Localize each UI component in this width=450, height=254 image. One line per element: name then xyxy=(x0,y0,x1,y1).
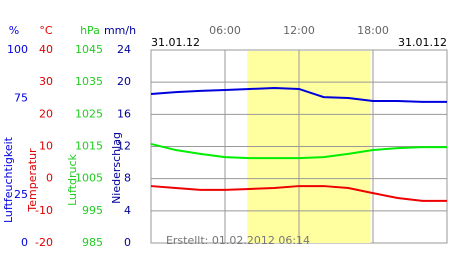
y-tick-label: 0 xyxy=(46,172,53,185)
y-tick-label: 0 xyxy=(124,236,131,249)
y-tick-label: 16 xyxy=(117,107,131,120)
series-line xyxy=(150,87,447,103)
series-line xyxy=(150,142,447,160)
axis-title: Luftdruck xyxy=(66,153,79,205)
axis-unit: mm/h xyxy=(104,24,136,37)
y-tick-label: 1015 xyxy=(75,140,103,153)
y-tick-label: 40 xyxy=(39,43,53,56)
x-tick-label: 06:00 xyxy=(209,24,241,37)
axis-unit: % xyxy=(9,24,19,37)
y-tick-label: 8 xyxy=(124,172,131,185)
y-tick-label: 12 xyxy=(117,140,131,153)
y-tick-label: 1005 xyxy=(75,172,103,185)
y-tick-label: 1035 xyxy=(75,75,103,88)
axis-title: Temperatur xyxy=(26,148,39,213)
y-tick-label: 985 xyxy=(82,236,103,249)
y-tick-label: 995 xyxy=(82,204,103,217)
y-tick-label: 20 xyxy=(39,107,53,120)
y-tick-label: 4 xyxy=(124,204,131,217)
y-tick-label: 1025 xyxy=(75,107,103,120)
axis-title: Niederschlag xyxy=(110,132,123,204)
y-tick-label: 75 xyxy=(14,91,28,104)
y-tick-label: 1045 xyxy=(75,43,103,56)
y-tick-label: -10 xyxy=(35,204,53,217)
y-tick-label: 30 xyxy=(39,75,53,88)
y-tick-label: 20 xyxy=(117,75,131,88)
y-tick-label: 25 xyxy=(14,188,28,201)
x-tick-label: 12:00 xyxy=(283,24,315,37)
y-tick-label: 10 xyxy=(39,140,53,153)
y-tick-label: 24 xyxy=(117,43,131,56)
date-left: 31.01.12 xyxy=(151,36,200,49)
axis-unit: hPa xyxy=(80,24,100,37)
y-tick-label: 100 xyxy=(7,43,28,56)
series-line xyxy=(150,185,447,202)
x-tick-label: 18:00 xyxy=(357,24,389,37)
y-tick-label: 0 xyxy=(21,236,28,249)
y-tick-label: -20 xyxy=(35,236,53,249)
date-right: 31.01.12 xyxy=(398,36,447,49)
axis-unit: °C xyxy=(39,24,53,37)
axis-title: Luftfeuchtigkeit xyxy=(2,136,15,223)
footer: Erstellt: 01.02.2012 06:14 xyxy=(166,234,310,247)
